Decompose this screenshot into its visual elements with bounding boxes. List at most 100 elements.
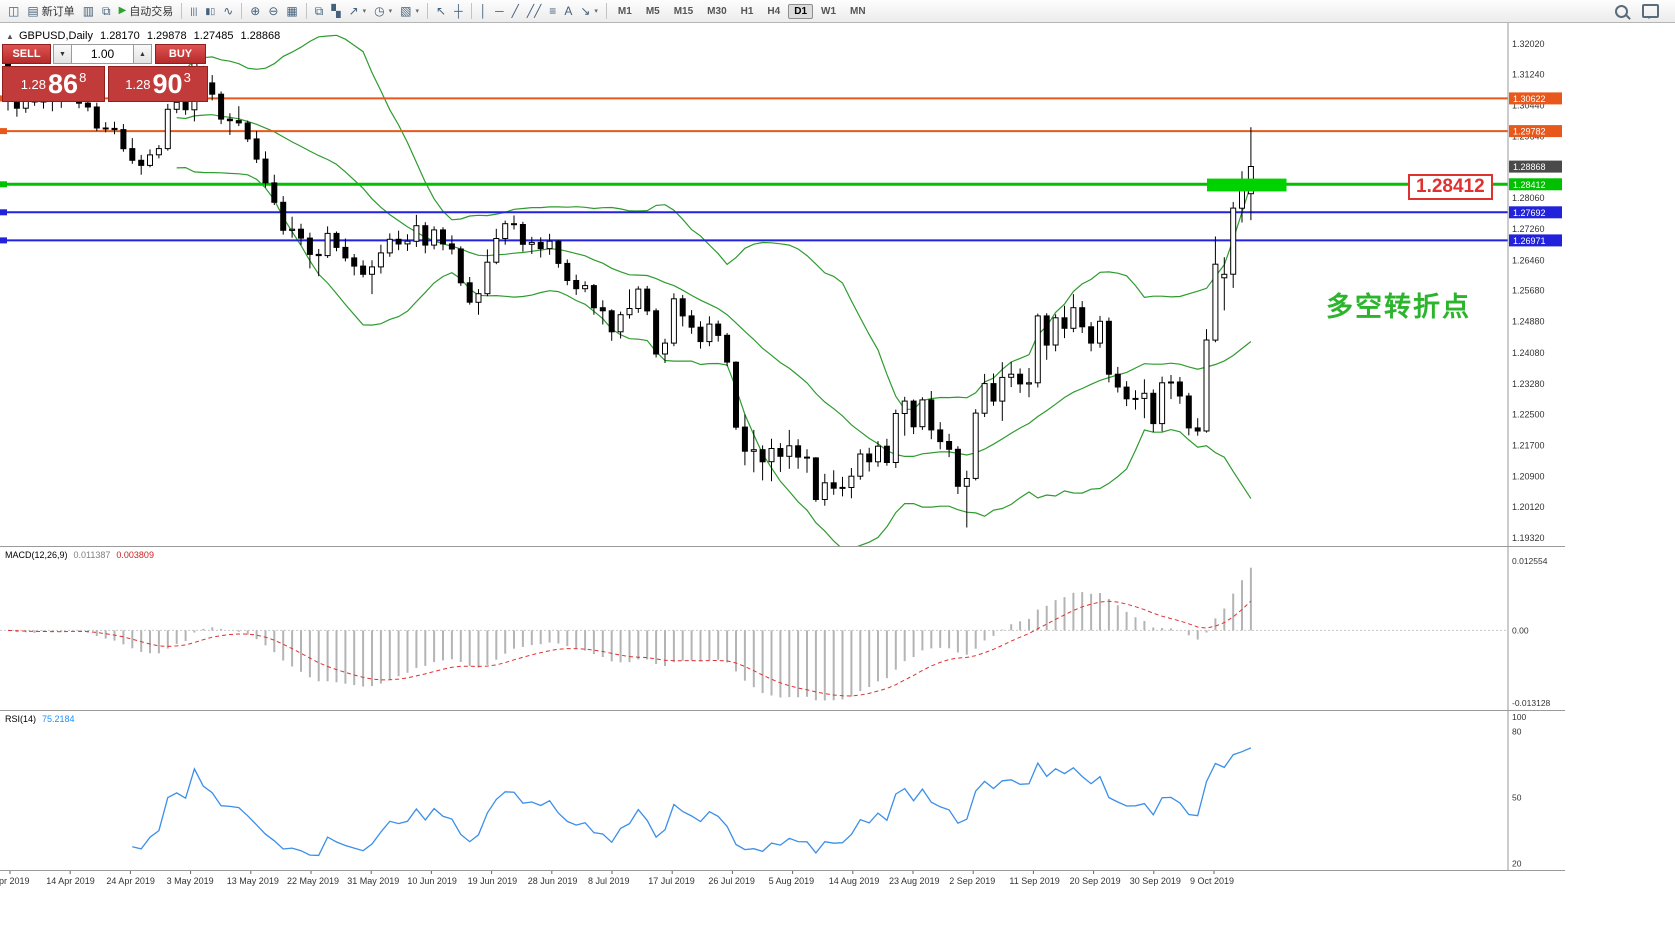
- timeframe-m5-button[interactable]: M5: [645, 5, 660, 17]
- ohlc-open: 1.28170: [100, 30, 140, 42]
- price-tick-label: 1.20120: [1512, 502, 1545, 512]
- tile-windows-button[interactable]: ▦: [282, 2, 301, 21]
- svg-text:1.28868: 1.28868: [1513, 162, 1546, 172]
- volume-input[interactable]: 1.00: [72, 44, 133, 64]
- highlight-rectangle[interactable]: [1207, 178, 1287, 192]
- timeframe-h1-button[interactable]: H1: [740, 5, 754, 17]
- search-icon[interactable]: [1615, 4, 1628, 18]
- volume-increase-button[interactable]: ▲: [133, 44, 152, 64]
- price-callout-label: 1.28412: [1408, 174, 1493, 200]
- date-label: 2 Sep 2019: [949, 876, 995, 886]
- chart-icon: ▥: [82, 4, 95, 18]
- price-chart-panel[interactable]: 1.320201.312401.304401.296401.280601.272…: [0, 23, 1565, 546]
- sell-price-display[interactable]: 1.28 86 8: [2, 66, 105, 102]
- new-order-label: 新订单: [41, 6, 75, 18]
- timeframe-m30-button[interactable]: M30: [707, 5, 727, 17]
- candlestick-chart-type-button[interactable]: ▮▯: [201, 2, 219, 21]
- date-label: 26 Jul 2019: [708, 876, 755, 886]
- svg-text:1.30622: 1.30622: [1513, 94, 1546, 104]
- chat-icon[interactable]: [1642, 4, 1659, 19]
- periods-button[interactable]: ◷ ▾: [370, 2, 396, 21]
- arrow-objects-button[interactable]: ↘ ▾: [576, 2, 602, 21]
- date-label: 14 Apr 2019: [46, 876, 95, 886]
- trendline-icon: ╱: [511, 4, 519, 18]
- hline-left-marker: [0, 181, 7, 188]
- chart-window-button[interactable]: ▥: [79, 2, 98, 21]
- indicators-button[interactable]: ↗ ▾: [345, 2, 371, 21]
- toolbar-separator: [427, 3, 429, 19]
- bars-icon: |||: [190, 5, 198, 16]
- zoom-out-button[interactable]: ⊖: [264, 2, 282, 21]
- timeframe-w1-button[interactable]: W1: [821, 5, 837, 17]
- date-label: 10 Jun 2019: [407, 876, 457, 886]
- rsi-label: RSI(14) 75.2184: [5, 714, 75, 724]
- sell-price-point: 8: [79, 69, 87, 85]
- zoom-in-button[interactable]: ⊕: [246, 2, 264, 21]
- toolbar-separator: [241, 3, 243, 19]
- timeframe-m15-button[interactable]: M15: [673, 5, 694, 17]
- date-label: 30 Sep 2019: [1130, 876, 1181, 886]
- sell-button[interactable]: SELL: [2, 44, 51, 64]
- arrange-windows-button[interactable]: ▚: [327, 2, 344, 21]
- cascade-windows-button[interactable]: ⧉: [311, 2, 328, 21]
- cursor-button[interactable]: ↖: [432, 2, 450, 21]
- toolbar-separator: [470, 3, 472, 19]
- rsi-canvas[interactable]: 100 80 50 20: [0, 711, 1565, 870]
- timeframe-mn-button[interactable]: MN: [850, 5, 866, 17]
- horizontal-line-button[interactable]: ─: [491, 2, 508, 21]
- text-label-button[interactable]: A: [560, 2, 576, 21]
- templates-button[interactable]: ▧ ▾: [396, 2, 423, 21]
- buy-price-display[interactable]: 1.28 90 3: [108, 66, 208, 102]
- arrange-icon: ▚: [331, 4, 341, 18]
- date-label: 13 May 2019: [227, 876, 279, 886]
- new-window-button[interactable]: ◫: [4, 2, 23, 21]
- svg-text:1.28412: 1.28412: [1513, 180, 1546, 190]
- volume-decrease-button[interactable]: ▼: [53, 44, 72, 64]
- order-icon: ▤: [27, 4, 39, 18]
- timeframe-h4-button[interactable]: H4: [767, 5, 781, 17]
- date-label: 17 Jul 2019: [648, 876, 695, 886]
- rsi-value: 75.2184: [42, 714, 75, 724]
- price-tick-label: 1.22500: [1512, 409, 1545, 419]
- trendline-button[interactable]: ╱: [508, 2, 523, 21]
- macd-signal-line: [7, 600, 1252, 697]
- macd-canvas[interactable]: 0.012554 0.00 -0.013128: [0, 547, 1565, 710]
- hline-price-tag: 1.26971: [1509, 234, 1562, 247]
- price-tick-label: 1.32020: [1512, 39, 1545, 49]
- bollinger-bands: [176, 34, 1252, 546]
- price-tick-label: 1.24880: [1512, 317, 1545, 327]
- svg-text:1.26971: 1.26971: [1513, 236, 1546, 246]
- buy-button[interactable]: BUY: [155, 44, 206, 64]
- template-icon: ▧: [400, 4, 412, 18]
- date-label: 22 May 2019: [287, 876, 339, 886]
- new-order-button[interactable]: ▤ 新订单: [23, 2, 78, 21]
- timeframe-d1-button[interactable]: D1: [788, 3, 814, 19]
- price-tick-label: 1.28060: [1512, 193, 1545, 203]
- timeframe-m1-button[interactable]: M1: [617, 5, 632, 17]
- bar-chart-type-button[interactable]: |||: [186, 2, 201, 21]
- crosshair-button[interactable]: ┼: [450, 2, 467, 21]
- hline-price-tag: 1.30622: [1509, 92, 1562, 105]
- trade-prices-row: 1.28 86 8 1.28 90 3: [2, 66, 210, 102]
- hline-left-marker: [0, 209, 7, 216]
- one-click-trading-panel: SELL ▼ 1.00 ▲ BUY 1.28 86 8 1.28 90 3: [2, 44, 210, 102]
- equidistant-channel-button[interactable]: ╱╱: [523, 2, 545, 21]
- auto-trading-button[interactable]: ▶ 自动交易: [115, 2, 178, 21]
- rsi-panel[interactable]: 100 80 50 20 RSI(14) 75.2184: [0, 710, 1565, 870]
- line-chart-type-button[interactable]: ∿: [219, 2, 237, 21]
- toolbar-separator: [305, 3, 307, 19]
- current-price-tag: 1.28868: [1509, 160, 1562, 173]
- dropdown-arrow-icon: ▾: [415, 8, 420, 15]
- vertical-line-button[interactable]: │: [476, 2, 492, 21]
- fibonacci-retracement-button[interactable]: ≡: [545, 2, 560, 21]
- macd-panel[interactable]: 0.012554 0.00 -0.013128 MACD(12,26,9) 0.011…: [0, 546, 1565, 710]
- cursor-icon: ↖: [436, 4, 447, 18]
- date-label: 23 Aug 2019: [889, 876, 940, 886]
- hline-icon: ─: [495, 4, 504, 18]
- clock-icon: ◷: [374, 4, 385, 18]
- profiles-button[interactable]: ⧉: [98, 2, 115, 21]
- price-chart-canvas[interactable]: 1.320201.312401.304401.296401.280601.272…: [0, 23, 1565, 546]
- trade-controls-row: SELL ▼ 1.00 ▲ BUY: [2, 44, 210, 64]
- time-axis[interactable]: 4 Apr 2019 14 Apr 2019 24 Apr 2019 3 May 20…: [0, 870, 1565, 889]
